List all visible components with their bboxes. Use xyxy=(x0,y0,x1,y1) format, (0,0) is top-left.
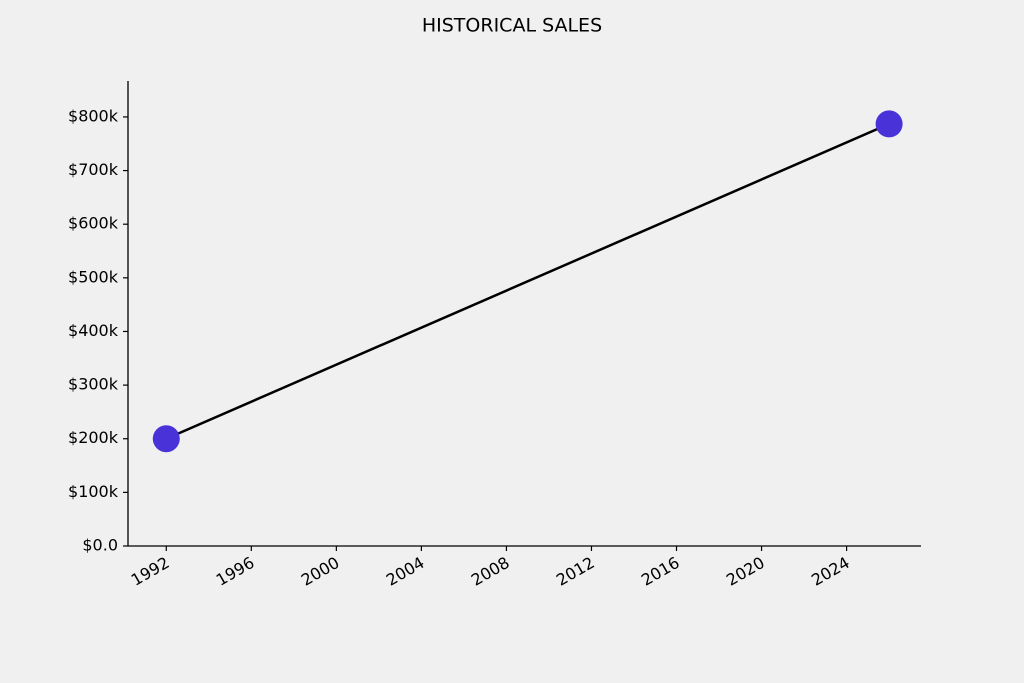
y-tick-label: $800k xyxy=(68,106,119,125)
y-tick-label: $300k xyxy=(68,375,119,394)
y-tick-label: $200k xyxy=(68,428,119,447)
data-point xyxy=(152,425,180,453)
data-line xyxy=(165,122,890,440)
chart-title: HISTORICAL SALES xyxy=(422,15,602,37)
x-tick-label: 1996 xyxy=(213,553,258,590)
y-tick-label: $600k xyxy=(68,214,119,233)
y-tick-label: $0.0 xyxy=(82,536,118,555)
data-point xyxy=(875,110,903,138)
x-tick-label: 2000 xyxy=(298,553,343,590)
x-tick-label: 2024 xyxy=(808,553,853,590)
x-tick-label: 2020 xyxy=(723,553,768,590)
y-tick-label: $100k xyxy=(68,482,119,501)
x-tick-label: 2012 xyxy=(553,553,598,590)
x-tick-label: 1992 xyxy=(128,553,173,590)
y-tick-label: $500k xyxy=(68,267,119,286)
y-tick-label: $700k xyxy=(68,160,119,179)
y-tick-label: $400k xyxy=(68,321,119,340)
x-tick-label: 2004 xyxy=(383,553,428,590)
x-tick-label: 2008 xyxy=(468,553,513,590)
x-tick-label: 2016 xyxy=(638,553,683,590)
